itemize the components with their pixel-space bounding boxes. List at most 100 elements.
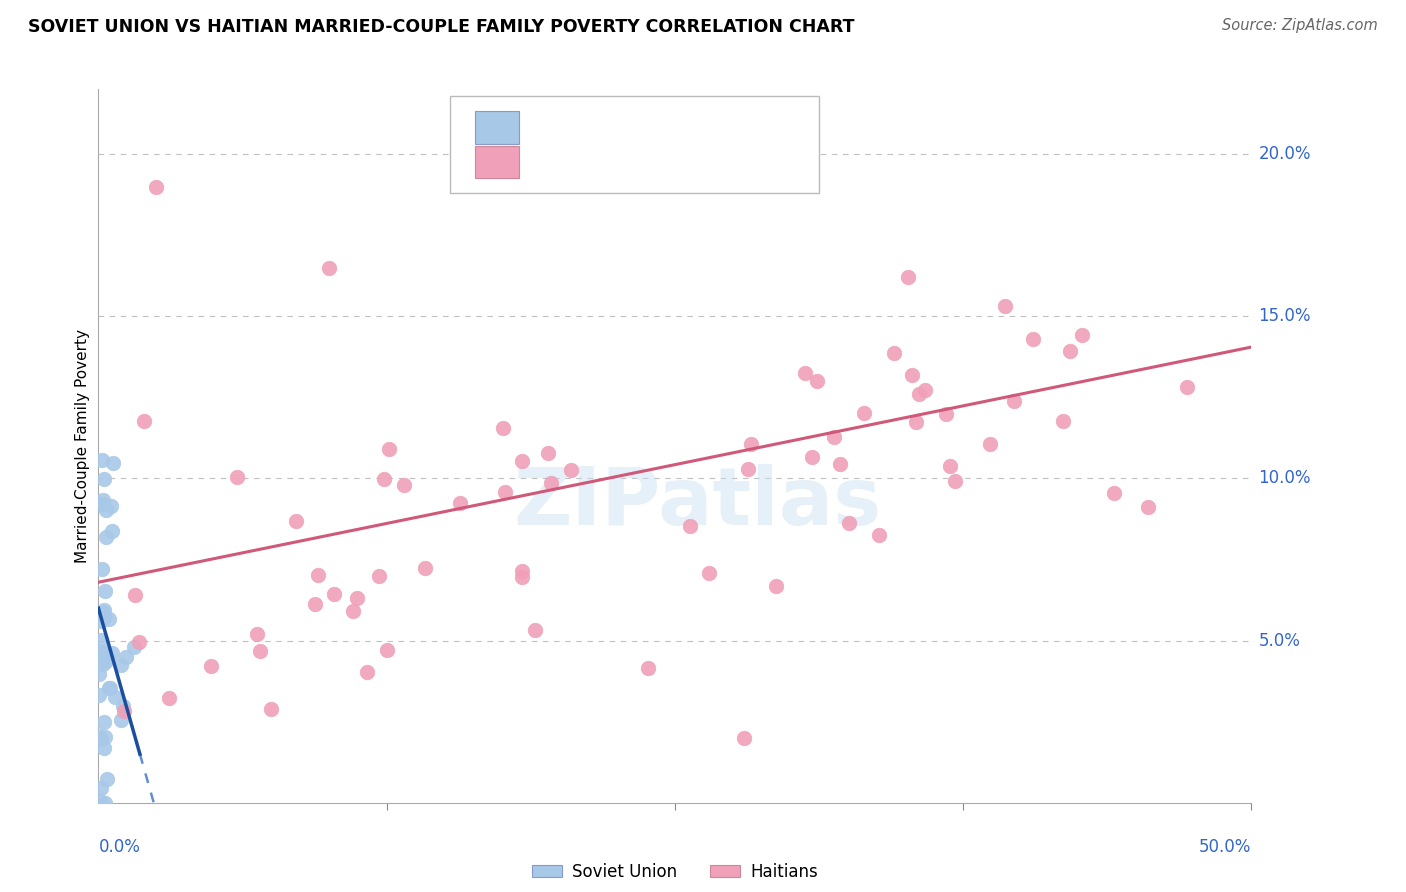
Point <box>90 615 112 629</box>
Point <box>800 450 823 464</box>
Point <box>868 528 890 542</box>
Point <box>765 579 787 593</box>
Point <box>838 516 860 531</box>
Legend: Soviet Union, Haitians: Soviet Union, Haitians <box>524 856 825 888</box>
Point <box>637 661 659 675</box>
Point <box>98 681 121 695</box>
Point <box>132 413 155 427</box>
Point <box>307 567 329 582</box>
Point <box>128 635 150 649</box>
Point <box>90 645 112 659</box>
Point <box>883 346 905 360</box>
Point <box>87 688 110 702</box>
Point <box>110 713 132 727</box>
Point <box>492 421 515 435</box>
Point <box>823 429 845 443</box>
Point <box>100 499 122 513</box>
Point <box>157 690 180 705</box>
Point <box>524 624 547 638</box>
Point <box>994 299 1017 313</box>
Point <box>89 794 111 808</box>
Point <box>94 654 117 668</box>
Point <box>246 627 269 641</box>
Point <box>94 646 117 660</box>
Point <box>367 568 389 582</box>
Point <box>90 731 112 746</box>
Point <box>110 658 132 673</box>
Point <box>96 772 118 786</box>
Point <box>112 698 135 713</box>
Point <box>323 587 346 601</box>
Point <box>93 472 115 486</box>
Point <box>90 780 112 795</box>
Point <box>1059 344 1081 359</box>
Point <box>101 524 124 538</box>
Text: SOVIET UNION VS HAITIAN MARRIED-COUPLE FAMILY POVERTY CORRELATION CHART: SOVIET UNION VS HAITIAN MARRIED-COUPLE F… <box>28 18 855 36</box>
Text: 15.0%: 15.0% <box>1258 307 1310 326</box>
Point <box>510 564 533 578</box>
Point <box>91 657 114 671</box>
FancyBboxPatch shape <box>450 96 818 193</box>
Point <box>905 415 928 429</box>
Point <box>93 610 115 624</box>
Point <box>90 497 112 511</box>
Point <box>346 591 368 605</box>
Point <box>91 493 114 508</box>
Point <box>943 474 966 488</box>
Point <box>1071 328 1094 343</box>
Point <box>93 731 115 745</box>
Point <box>145 179 167 194</box>
Text: R =  0.457: R = 0.457 <box>537 154 621 169</box>
Point <box>897 270 920 285</box>
Point <box>939 459 962 474</box>
Point <box>679 519 702 533</box>
Point <box>828 457 851 471</box>
Text: N = 69: N = 69 <box>686 154 742 169</box>
Point <box>91 562 114 576</box>
Point <box>740 437 762 451</box>
Point <box>225 470 247 484</box>
Point <box>1052 414 1074 428</box>
Point <box>112 704 135 718</box>
Point <box>200 659 222 673</box>
Point <box>794 367 817 381</box>
FancyBboxPatch shape <box>475 112 519 145</box>
Point <box>90 632 112 647</box>
Text: 0.0%: 0.0% <box>98 838 141 856</box>
Point <box>97 612 120 626</box>
Point <box>249 643 271 657</box>
Point <box>852 406 875 420</box>
Text: Source: ZipAtlas.com: Source: ZipAtlas.com <box>1222 18 1378 33</box>
Point <box>93 714 115 729</box>
Text: N = 42: N = 42 <box>686 120 742 135</box>
Point <box>494 484 516 499</box>
Point <box>1002 394 1025 409</box>
Point <box>304 597 326 611</box>
Point <box>356 665 378 679</box>
Point <box>124 588 146 602</box>
Point <box>285 514 308 528</box>
Point <box>914 384 936 398</box>
Point <box>97 681 120 695</box>
Point <box>512 454 534 468</box>
Point <box>449 496 471 510</box>
Point <box>1177 379 1199 393</box>
Point <box>1104 485 1126 500</box>
Text: 10.0%: 10.0% <box>1258 469 1310 487</box>
Point <box>413 560 436 574</box>
Point <box>318 260 340 275</box>
Point <box>510 570 533 584</box>
Point <box>87 646 110 660</box>
Point <box>540 475 562 490</box>
Point <box>536 446 558 460</box>
Text: 5.0%: 5.0% <box>1258 632 1301 649</box>
Point <box>101 646 124 660</box>
Text: 20.0%: 20.0% <box>1258 145 1310 163</box>
Point <box>375 642 398 657</box>
Point <box>260 702 283 716</box>
Y-axis label: Married-Couple Family Poverty: Married-Couple Family Poverty <box>75 329 90 563</box>
Point <box>122 640 145 654</box>
Point <box>89 729 111 743</box>
Point <box>103 456 125 470</box>
Point <box>93 741 115 756</box>
